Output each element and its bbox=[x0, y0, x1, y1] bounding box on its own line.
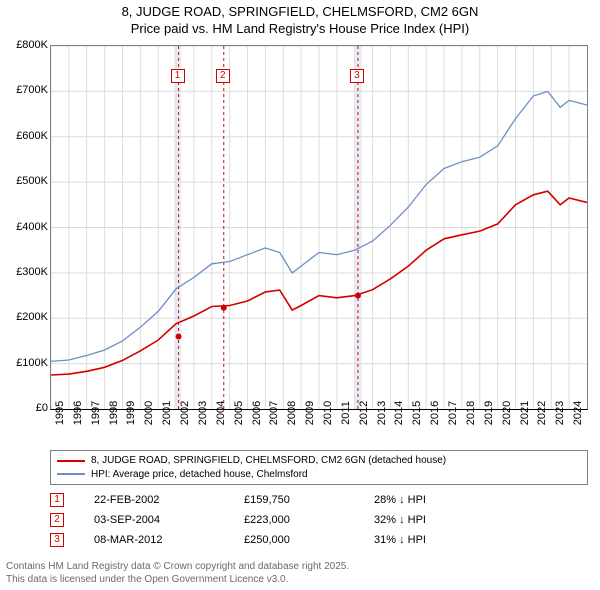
legend-swatch bbox=[57, 473, 85, 475]
x-tick-label: 1995 bbox=[54, 401, 66, 425]
x-tick-label: 1998 bbox=[108, 401, 120, 425]
legend-item: HPI: Average price, detached house, Chel… bbox=[57, 468, 581, 482]
y-tick-label: £600K bbox=[16, 130, 48, 142]
x-tick-label: 2002 bbox=[179, 401, 191, 425]
x-tick-label: 2004 bbox=[215, 401, 227, 425]
transaction-delta: 32% ↓ HPI bbox=[374, 514, 504, 526]
y-tick-label: £300K bbox=[16, 266, 48, 278]
y-tick-label: £400K bbox=[16, 221, 48, 233]
title-line-1: 8, JUDGE ROAD, SPRINGFIELD, CHELMSFORD, … bbox=[0, 4, 600, 21]
x-tick-label: 1996 bbox=[72, 401, 84, 425]
transaction-date: 08-MAR-2012 bbox=[94, 534, 244, 546]
x-tick-label: 2005 bbox=[233, 401, 245, 425]
transaction-marker-small: 1 bbox=[50, 493, 64, 507]
x-tick-label: 2019 bbox=[483, 401, 495, 425]
legend-swatch bbox=[57, 460, 85, 462]
transaction-delta: 28% ↓ HPI bbox=[374, 494, 504, 506]
x-tick-label: 2020 bbox=[501, 401, 513, 425]
y-tick-label: £100K bbox=[16, 357, 48, 369]
x-tick-label: 2001 bbox=[161, 401, 173, 425]
transaction-marker: 2 bbox=[216, 69, 230, 83]
x-tick-label: 2023 bbox=[554, 401, 566, 425]
legend-item: 8, JUDGE ROAD, SPRINGFIELD, CHELMSFORD, … bbox=[57, 454, 581, 468]
y-tick-label: £200K bbox=[16, 311, 48, 323]
x-tick-label: 2015 bbox=[411, 401, 423, 425]
x-tick-label: 2007 bbox=[268, 401, 280, 425]
x-tick-label: 2009 bbox=[304, 401, 316, 425]
footer: Contains HM Land Registry data © Crown c… bbox=[6, 561, 349, 586]
footer-line-1: Contains HM Land Registry data © Crown c… bbox=[6, 561, 349, 574]
legend-label: HPI: Average price, detached house, Chel… bbox=[91, 468, 308, 482]
x-tick-label: 2016 bbox=[429, 401, 441, 425]
x-tick-label: 2006 bbox=[251, 401, 263, 425]
y-tick-label: £500K bbox=[16, 175, 48, 187]
title-block: 8, JUDGE ROAD, SPRINGFIELD, CHELMSFORD, … bbox=[0, 0, 600, 38]
x-tick-label: 2008 bbox=[286, 401, 298, 425]
footer-line-2: This data is licensed under the Open Gov… bbox=[6, 574, 349, 587]
transaction-marker: 3 bbox=[350, 69, 364, 83]
legend-label: 8, JUDGE ROAD, SPRINGFIELD, CHELMSFORD, … bbox=[91, 454, 446, 468]
x-tick-label: 2018 bbox=[465, 401, 477, 425]
plot-area bbox=[50, 45, 588, 410]
transaction-row: 1 22-FEB-2002£159,75028% ↓ HPI bbox=[50, 490, 588, 510]
x-tick-label: 2017 bbox=[447, 401, 459, 425]
transaction-price: £159,750 bbox=[244, 494, 374, 506]
x-tick-label: 2003 bbox=[197, 401, 209, 425]
x-tick-label: 2010 bbox=[322, 401, 334, 425]
title-line-2: Price paid vs. HM Land Registry's House … bbox=[0, 21, 600, 38]
chart-container: 8, JUDGE ROAD, SPRINGFIELD, CHELMSFORD, … bbox=[0, 0, 600, 590]
x-tick-label: 2014 bbox=[393, 401, 405, 425]
x-tick-label: 1999 bbox=[125, 401, 137, 425]
y-tick-label: £700K bbox=[16, 84, 48, 96]
chart-svg bbox=[51, 46, 587, 409]
x-tick-label: 2011 bbox=[340, 401, 352, 425]
transaction-date: 22-FEB-2002 bbox=[94, 494, 244, 506]
y-tick-label: £800K bbox=[16, 39, 48, 51]
transaction-date: 03-SEP-2004 bbox=[94, 514, 244, 526]
x-tick-label: 2022 bbox=[536, 401, 548, 425]
x-tick-label: 2021 bbox=[519, 401, 531, 425]
transaction-delta: 31% ↓ HPI bbox=[374, 534, 504, 546]
transaction-marker-small: 3 bbox=[50, 533, 64, 547]
x-tick-label: 2000 bbox=[143, 401, 155, 425]
x-tick-label: 2024 bbox=[572, 401, 584, 425]
transaction-row: 2 03-SEP-2004£223,00032% ↓ HPI bbox=[50, 510, 588, 530]
x-tick-label: 2012 bbox=[358, 401, 370, 425]
transaction-table: 1 22-FEB-2002£159,75028% ↓ HPI 2 03-SEP-200… bbox=[50, 490, 588, 550]
transaction-price: £223,000 bbox=[244, 514, 374, 526]
x-tick-label: 2013 bbox=[376, 401, 388, 425]
legend: 8, JUDGE ROAD, SPRINGFIELD, CHELMSFORD, … bbox=[50, 450, 588, 485]
y-tick-label: £0 bbox=[36, 402, 48, 414]
transaction-price: £250,000 bbox=[244, 534, 374, 546]
x-tick-label: 1997 bbox=[90, 401, 102, 425]
transaction-marker: 1 bbox=[171, 69, 185, 83]
transaction-row: 3 08-MAR-2012£250,00031% ↓ HPI bbox=[50, 530, 588, 550]
transaction-marker-small: 2 bbox=[50, 513, 64, 527]
